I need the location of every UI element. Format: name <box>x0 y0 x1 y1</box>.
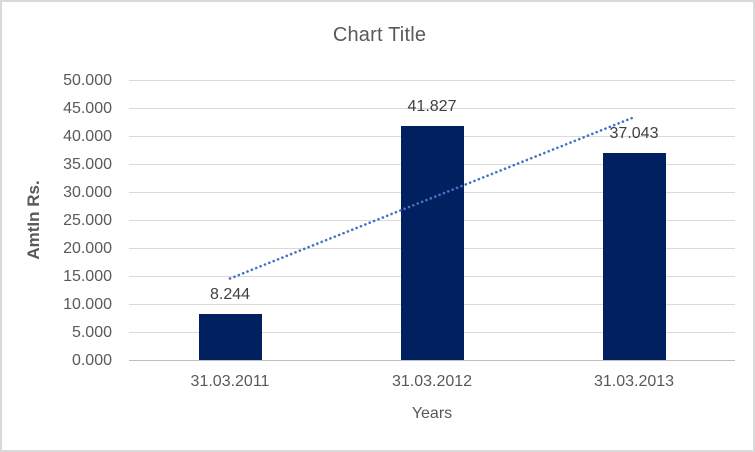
category-label: 31.03.2012 <box>391 373 473 390</box>
y-tick-label: 30.000 <box>63 183 112 201</box>
gridline <box>129 80 735 81</box>
gridline <box>129 108 735 109</box>
chart-title: Chart Title <box>332 24 427 46</box>
y-tick-label: 10.000 <box>63 295 112 313</box>
bar-31.03.2011[interactable] <box>198 314 262 361</box>
data-label: 41.827 <box>407 98 457 116</box>
category-label: 31.03.2013 <box>593 373 675 390</box>
y-tick-label: 50.000 <box>63 71 112 89</box>
y-tick-label: 20.000 <box>63 239 112 257</box>
y-axis-title-text: AmtIn Rs. <box>24 180 43 260</box>
bar-31.03.2013[interactable] <box>602 153 666 361</box>
trendline[interactable] <box>228 115 636 280</box>
bar-31.03.2012[interactable] <box>400 126 464 361</box>
y-tick-label: 15.000 <box>63 267 112 285</box>
y-tick-label: 5.000 <box>71 323 112 341</box>
category-label: 31.03.2011 <box>190 373 270 390</box>
x-axis-line <box>129 360 735 361</box>
y-tick-label: 40.000 <box>63 127 112 145</box>
y-tick-label: 25.000 <box>63 211 112 229</box>
x-axis-title: Years <box>411 405 453 422</box>
y-tick-label: 35.000 <box>63 155 112 173</box>
y-tick-label: 45.000 <box>63 99 112 117</box>
data-label: 37.043 <box>609 125 659 143</box>
y-tick-label: 0.000 <box>71 351 112 369</box>
data-label: 8.244 <box>209 286 251 304</box>
